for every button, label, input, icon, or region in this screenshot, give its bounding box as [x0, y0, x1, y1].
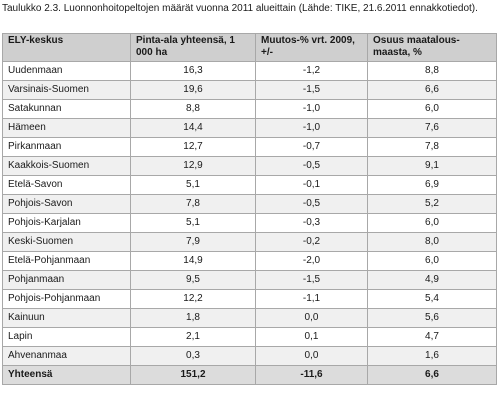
header-row: ELY-keskus Pinta-ala yhteensä, 1 000 ha … [2, 33, 497, 62]
table-row: Hämeen 14,4 -1,0 7,6 [2, 118, 497, 138]
muutos-cell: -1,5 [255, 270, 368, 290]
osuus-cell: 1,6 [367, 346, 497, 366]
muutos-cell: -1,2 [255, 61, 368, 81]
pinta-ala-cell: 19,6 [130, 80, 256, 100]
table-row: Pohjois-Pohjanmaan 12,2 -1,1 5,4 [2, 289, 497, 309]
pinta-ala-cell: 14,4 [130, 118, 256, 138]
muutos-cell: -1,0 [255, 118, 368, 138]
osuus-cell: 6,0 [367, 251, 497, 271]
pinta-ala-cell: 1,8 [130, 308, 256, 328]
ely-keskus-cell: Lapin [2, 327, 131, 347]
ely-keskus-cell: Uudenmaan [2, 61, 131, 81]
table-row: Kaakkois-Suomen 12,9 -0,5 9,1 [2, 156, 497, 176]
ely-keskus-cell: Hämeen [2, 118, 131, 138]
ely-keskus-cell: Etelä-Pohjanmaan [2, 251, 131, 271]
table-row: Lapin 2,1 0,1 4,7 [2, 327, 497, 347]
osuus-cell: 8,8 [367, 61, 497, 81]
pinta-ala-cell: 2,1 [130, 327, 256, 347]
ely-keskus-cell: Kaakkois-Suomen [2, 156, 131, 176]
table-caption: Taulukko 2.3. Luonnonhoitopeltojen määrä… [2, 3, 478, 14]
total-osuus-cell: 6,6 [367, 365, 497, 385]
muutos-cell: -0,5 [255, 156, 368, 176]
pinta-ala-cell: 5,1 [130, 175, 256, 195]
osuus-cell: 6,0 [367, 99, 497, 119]
muutos-cell: 0,1 [255, 327, 368, 347]
table-row: Pohjois-Savon 7,8 -0,5 5,2 [2, 194, 497, 214]
osuus-cell: 4,7 [367, 327, 497, 347]
table-row: Satakunnan 8,8 -1,0 6,0 [2, 99, 497, 119]
osuus-cell: 6,6 [367, 80, 497, 100]
ely-table: ELY-keskus Pinta-ala yhteensä, 1 000 ha … [2, 33, 497, 385]
table-row: Varsinais-Suomen 19,6 -1,5 6,6 [2, 80, 497, 100]
total-pinta-ala-cell: 151,2 [130, 365, 256, 385]
muutos-cell: -0,5 [255, 194, 368, 214]
muutos-cell: -1,1 [255, 289, 368, 309]
muutos-cell: 0,0 [255, 346, 368, 366]
header-osuus: Osuus maatalous­maasta, % [367, 33, 497, 62]
table-row: Etelä-Savon 5,1 -0,1 6,9 [2, 175, 497, 195]
muutos-cell: -0,1 [255, 175, 368, 195]
ely-keskus-cell: Kainuun [2, 308, 131, 328]
header-muutos: Muutos-% vrt. 2009, +/- [255, 33, 368, 62]
ely-keskus-cell: Etelä-Savon [2, 175, 131, 195]
osuus-cell: 5,2 [367, 194, 497, 214]
ely-keskus-cell: Pohjois-Karjalan [2, 213, 131, 233]
total-ely-keskus-cell: Yhteensä [2, 365, 131, 385]
pinta-ala-cell: 12,9 [130, 156, 256, 176]
osuus-cell: 9,1 [367, 156, 497, 176]
ely-keskus-cell: Varsinais-Suomen [2, 80, 131, 100]
pinta-ala-cell: 16,3 [130, 61, 256, 81]
pinta-ala-cell: 9,5 [130, 270, 256, 290]
osuus-cell: 8,0 [367, 232, 497, 252]
total-muutos-cell: -11,6 [255, 365, 368, 385]
ely-keskus-cell: Pohjanmaan [2, 270, 131, 290]
header-pinta-ala: Pinta-ala yhteensä, 1 000 ha [130, 33, 256, 62]
table-row: Pirkanmaan 12,7 -0,7 7,8 [2, 137, 497, 157]
total-row: Yhteensä 151,2 -11,6 6,6 [2, 365, 497, 385]
table-row: Pohjois-Karjalan 5,1 -0,3 6,0 [2, 213, 497, 233]
ely-keskus-cell: Keski-Suomen [2, 232, 131, 252]
pinta-ala-cell: 5,1 [130, 213, 256, 233]
muutos-cell: -0,7 [255, 137, 368, 157]
ely-keskus-cell: Ahvenanmaa [2, 346, 131, 366]
pinta-ala-cell: 12,7 [130, 137, 256, 157]
osuus-cell: 5,6 [367, 308, 497, 328]
muutos-cell: -1,5 [255, 80, 368, 100]
pinta-ala-cell: 0,3 [130, 346, 256, 366]
ely-keskus-cell: Satakunnan [2, 99, 131, 119]
pinta-ala-cell: 12,2 [130, 289, 256, 309]
muutos-cell: 0,0 [255, 308, 368, 328]
table-row: Ahvenanmaa 0,3 0,0 1,6 [2, 346, 497, 366]
ely-keskus-cell: Pohjois-Pohjanmaan [2, 289, 131, 309]
osuus-cell: 7,8 [367, 137, 497, 157]
pinta-ala-cell: 8,8 [130, 99, 256, 119]
table-row: Uudenmaan 16,3 -1,2 8,8 [2, 61, 497, 81]
osuus-cell: 4,9 [367, 270, 497, 290]
osuus-cell: 5,4 [367, 289, 497, 309]
table-row: Keski-Suomen 7,9 -0,2 8,0 [2, 232, 497, 252]
table-row: Kainuun 1,8 0,0 5,6 [2, 308, 497, 328]
muutos-cell: -0,3 [255, 213, 368, 233]
header-ely-keskus: ELY-keskus [2, 33, 131, 62]
table-row: Pohjanmaan 9,5 -1,5 4,9 [2, 270, 497, 290]
muutos-cell: -1,0 [255, 99, 368, 119]
pinta-ala-cell: 14,9 [130, 251, 256, 271]
table-row: Etelä-Pohjanmaan 14,9 -2,0 6,0 [2, 251, 497, 271]
pinta-ala-cell: 7,9 [130, 232, 256, 252]
muutos-cell: -0,2 [255, 232, 368, 252]
ely-keskus-cell: Pirkanmaan [2, 137, 131, 157]
muutos-cell: -2,0 [255, 251, 368, 271]
pinta-ala-cell: 7,8 [130, 194, 256, 214]
osuus-cell: 6,0 [367, 213, 497, 233]
ely-keskus-cell: Pohjois-Savon [2, 194, 131, 214]
osuus-cell: 6,9 [367, 175, 497, 195]
osuus-cell: 7,6 [367, 118, 497, 138]
